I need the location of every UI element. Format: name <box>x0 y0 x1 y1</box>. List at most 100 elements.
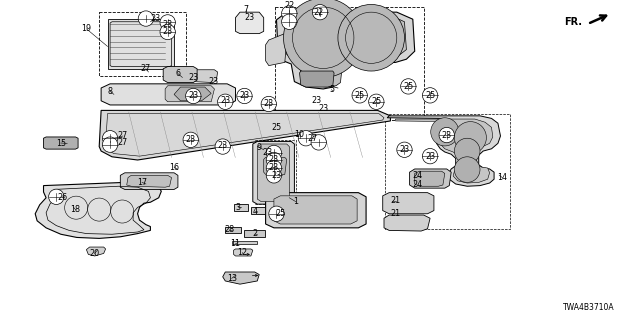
Text: 23: 23 <box>188 91 198 100</box>
Text: 28: 28 <box>224 225 234 234</box>
Polygon shape <box>44 137 78 149</box>
Text: 23: 23 <box>399 145 410 154</box>
Polygon shape <box>120 173 178 189</box>
Polygon shape <box>383 193 434 214</box>
Polygon shape <box>191 70 218 83</box>
Bar <box>385 114 510 229</box>
Polygon shape <box>266 193 366 228</box>
Text: 9: 9 <box>257 143 262 152</box>
Polygon shape <box>234 249 253 256</box>
Text: 24: 24 <box>412 180 422 189</box>
Text: FR.: FR. <box>564 17 582 27</box>
Text: 23: 23 <box>244 13 255 22</box>
Text: 19: 19 <box>81 24 92 33</box>
Text: 23: 23 <box>271 171 282 180</box>
Polygon shape <box>163 67 197 83</box>
Polygon shape <box>384 215 430 231</box>
Text: 27: 27 <box>141 64 151 73</box>
Text: 23: 23 <box>442 131 452 140</box>
Circle shape <box>49 189 64 204</box>
Text: 23: 23 <box>318 104 328 113</box>
Circle shape <box>266 145 282 161</box>
Text: 15: 15 <box>56 139 66 148</box>
Polygon shape <box>165 86 214 102</box>
Polygon shape <box>396 119 493 183</box>
Polygon shape <box>274 196 357 224</box>
Text: 22: 22 <box>284 1 294 10</box>
Polygon shape <box>99 110 390 160</box>
Polygon shape <box>266 34 287 66</box>
Text: 3: 3 <box>236 203 241 212</box>
Text: 23: 23 <box>220 96 230 105</box>
Text: 22: 22 <box>314 8 324 17</box>
Bar <box>232 241 257 244</box>
Circle shape <box>266 152 282 168</box>
Circle shape <box>138 11 154 26</box>
Bar <box>255 140 296 204</box>
Text: 24: 24 <box>412 172 422 180</box>
Circle shape <box>298 131 314 146</box>
Polygon shape <box>236 12 264 34</box>
Circle shape <box>160 24 175 40</box>
Text: 2: 2 <box>252 229 257 238</box>
Circle shape <box>338 4 404 71</box>
Text: 1: 1 <box>293 197 298 206</box>
Text: 23: 23 <box>269 164 279 172</box>
Text: 5: 5 <box>329 85 334 94</box>
Text: 10: 10 <box>294 130 305 139</box>
Bar <box>244 230 265 237</box>
Text: 12: 12 <box>237 248 247 257</box>
Circle shape <box>218 94 233 109</box>
Bar <box>234 204 248 211</box>
Circle shape <box>102 137 118 152</box>
Polygon shape <box>223 272 259 284</box>
Polygon shape <box>174 87 211 101</box>
Polygon shape <box>86 247 106 256</box>
Text: 25: 25 <box>371 97 381 106</box>
Bar <box>225 227 241 233</box>
Circle shape <box>454 138 480 164</box>
Circle shape <box>397 142 412 157</box>
Polygon shape <box>387 116 500 186</box>
Circle shape <box>431 118 459 146</box>
Text: 23: 23 <box>262 148 273 157</box>
Circle shape <box>269 206 284 221</box>
Text: 18: 18 <box>70 205 81 214</box>
Text: 25: 25 <box>275 209 285 218</box>
Circle shape <box>282 6 297 21</box>
Circle shape <box>284 0 363 77</box>
Circle shape <box>266 160 282 176</box>
Text: 27: 27 <box>307 134 317 143</box>
Text: 16: 16 <box>169 163 179 172</box>
Text: 27: 27 <box>118 138 128 147</box>
Circle shape <box>422 88 438 103</box>
Text: 6: 6 <box>175 69 180 78</box>
Polygon shape <box>276 12 415 89</box>
Text: 23: 23 <box>208 77 218 86</box>
Circle shape <box>401 79 416 94</box>
Text: 21: 21 <box>390 196 401 205</box>
Polygon shape <box>410 169 451 188</box>
Text: 25: 25 <box>271 123 282 132</box>
Polygon shape <box>300 71 334 87</box>
Text: 23: 23 <box>239 91 250 100</box>
Bar <box>99 12 186 76</box>
Polygon shape <box>101 84 236 105</box>
Text: 23: 23 <box>188 73 198 82</box>
Circle shape <box>311 135 326 150</box>
Text: 25: 25 <box>355 91 365 100</box>
Polygon shape <box>257 144 289 202</box>
Circle shape <box>261 96 276 112</box>
Text: 17: 17 <box>137 178 147 187</box>
Circle shape <box>160 15 175 30</box>
Text: 21: 21 <box>390 209 401 218</box>
Circle shape <box>439 127 454 143</box>
Text: 23: 23 <box>163 20 173 29</box>
Text: 13: 13 <box>227 274 237 283</box>
Text: 25: 25 <box>403 82 413 91</box>
Text: 14: 14 <box>497 173 508 182</box>
Text: 20: 20 <box>90 249 100 258</box>
Polygon shape <box>285 16 406 87</box>
Circle shape <box>102 131 118 146</box>
Circle shape <box>282 14 297 29</box>
